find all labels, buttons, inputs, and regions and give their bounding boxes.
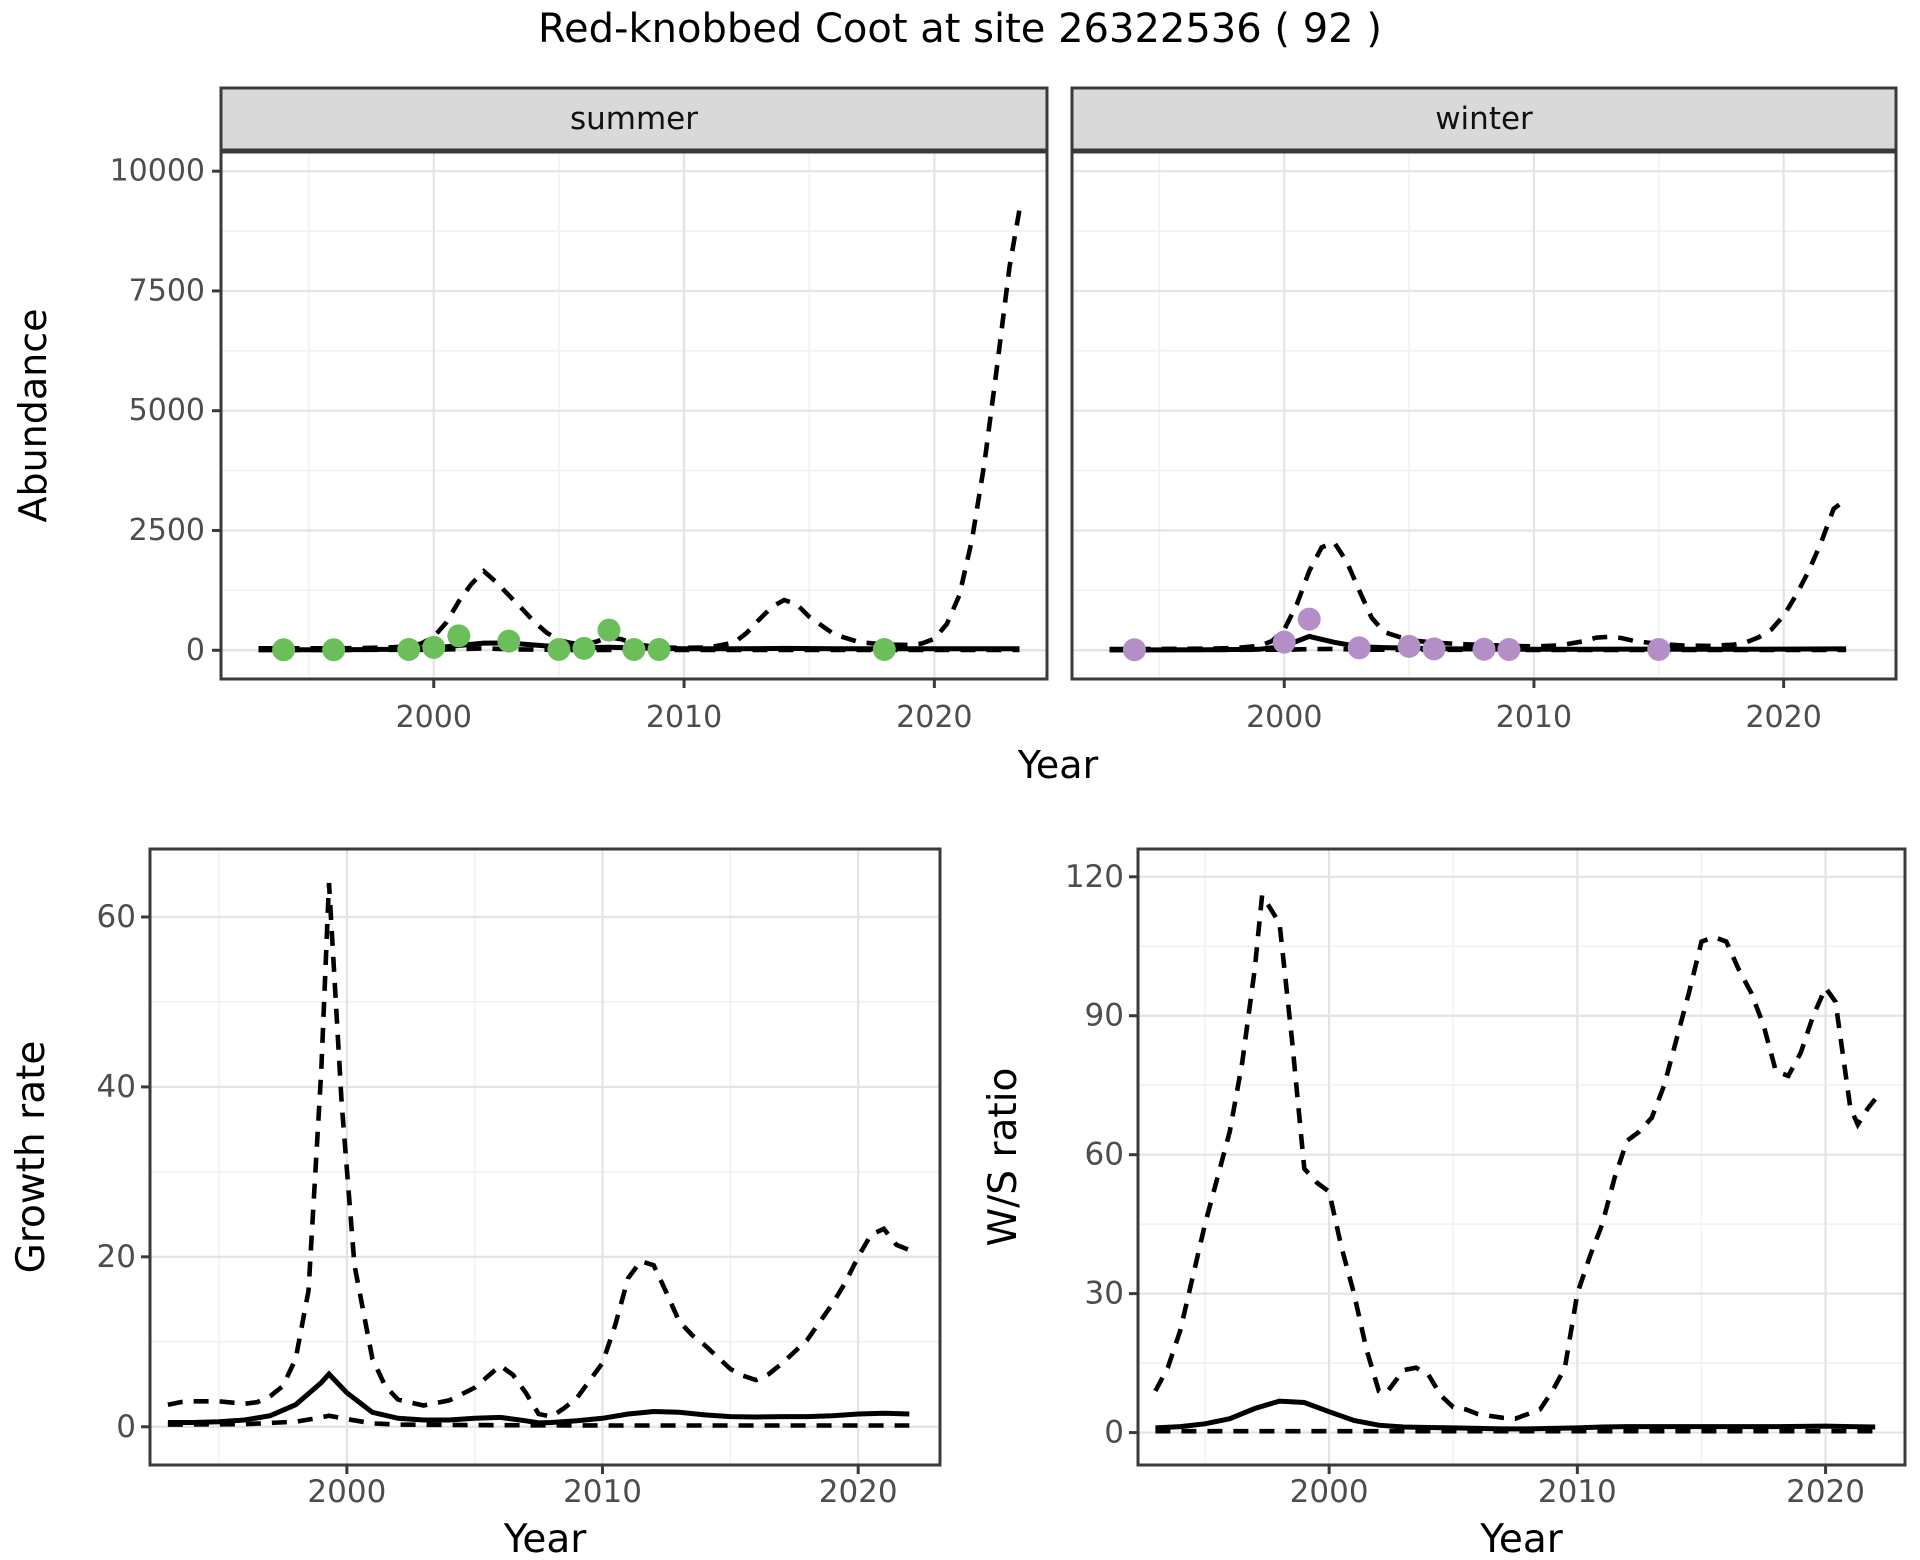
series-upper_ci [1109, 497, 1848, 652]
series-upper_ci [258, 209, 1022, 651]
growth-rate-chart: 2000 2010 2020 0 20 40 60 Growth rate Year [9, 847, 942, 1560]
series-upper_ci [167, 882, 911, 1420]
y-tick-label: 0 [116, 1409, 136, 1445]
series-estimate [167, 1370, 910, 1426]
panel-border [1136, 847, 1907, 1467]
facet-strip [219, 86, 1049, 152]
x-axis-title: Year [1017, 743, 1099, 787]
y-tick-label: 90 [1085, 998, 1124, 1034]
y-tick-label: 2500 [129, 513, 205, 548]
x-tick-label: 2010 [563, 1474, 642, 1510]
series-lower_ci [258, 646, 1020, 653]
facet-strip-label: winter [1435, 101, 1533, 137]
x-tick-label: 2020 [896, 700, 972, 735]
data-point [1297, 607, 1321, 631]
data-point [1397, 634, 1421, 658]
x-tick-label: 2010 [646, 700, 722, 735]
y-tick-label: 60 [1085, 1137, 1124, 1173]
y-tick-label: 5000 [129, 393, 205, 428]
data-point [397, 638, 421, 662]
data-point [1497, 638, 1521, 662]
y-tick-label: 20 [97, 1239, 136, 1275]
y-tick-label: 0 [186, 633, 205, 668]
data-point [422, 635, 446, 659]
data-point [1422, 637, 1446, 661]
x-tick-label: 2020 [1745, 700, 1821, 735]
data-point [1647, 638, 1671, 662]
data-point [497, 629, 521, 653]
ws-ratio-chart: 2000 2010 2020 0 30 60 90 120 W/S ratio Year [981, 847, 1907, 1560]
data-point [1272, 630, 1296, 654]
y-tick-label: 0 [1104, 1415, 1124, 1451]
x-axis-title: Year [503, 1517, 588, 1560]
x-axis-title: Year [1479, 1517, 1564, 1560]
y-tick-label: 30 [1085, 1276, 1124, 1312]
panel-border [148, 847, 942, 1467]
data-point [1472, 637, 1496, 661]
x-tick-label: 2020 [1786, 1474, 1865, 1510]
data-point [647, 638, 671, 662]
data-point [447, 624, 471, 648]
x-tick-label: 2010 [1496, 700, 1572, 735]
series-estimate [1155, 1398, 1876, 1432]
x-tick-label: 2000 [1290, 1474, 1369, 1510]
x-tick-label: 2020 [819, 1474, 898, 1510]
y-axis-title: W/S ratio [981, 1068, 1026, 1247]
y-axis-title: Abundance [11, 308, 55, 522]
panel-border [219, 150, 1049, 681]
y-tick-label: 60 [97, 899, 136, 935]
data-point [272, 638, 296, 662]
panel-border [1070, 150, 1898, 681]
data-point [322, 638, 346, 662]
y-tick-label: 120 [1065, 859, 1124, 895]
y-tick-label: 7500 [129, 273, 205, 308]
data-point [597, 618, 621, 642]
facet-strip-label: summer [570, 101, 698, 137]
x-tick-label: 2010 [1538, 1474, 1617, 1510]
series-upper_ci [1153, 888, 1877, 1422]
data-point [872, 638, 896, 662]
x-tick-label: 2000 [307, 1474, 386, 1510]
page-title: Red-knobbed Coot at site 26322536 ( 92 ) [538, 6, 1382, 52]
x-tick-label: 2000 [1246, 700, 1322, 735]
abundance-facet-chart: summer 2000 2010 2020 0 2500 5000 7500 10000 wint… [11, 86, 1898, 787]
y-tick-label: 40 [97, 1069, 136, 1105]
series-lower_ci [1109, 646, 1847, 653]
data-point [1122, 638, 1146, 662]
data-point [622, 638, 646, 662]
data-point [1347, 636, 1371, 660]
y-tick-label: 10000 [110, 154, 205, 189]
x-tick-label: 2000 [396, 700, 472, 735]
panel-background [1138, 849, 1905, 1465]
y-axis-title: Growth rate [9, 1041, 54, 1274]
data-point [547, 638, 571, 662]
data-point [572, 636, 596, 660]
panel-background [150, 849, 940, 1465]
facet-strip [1070, 86, 1898, 152]
